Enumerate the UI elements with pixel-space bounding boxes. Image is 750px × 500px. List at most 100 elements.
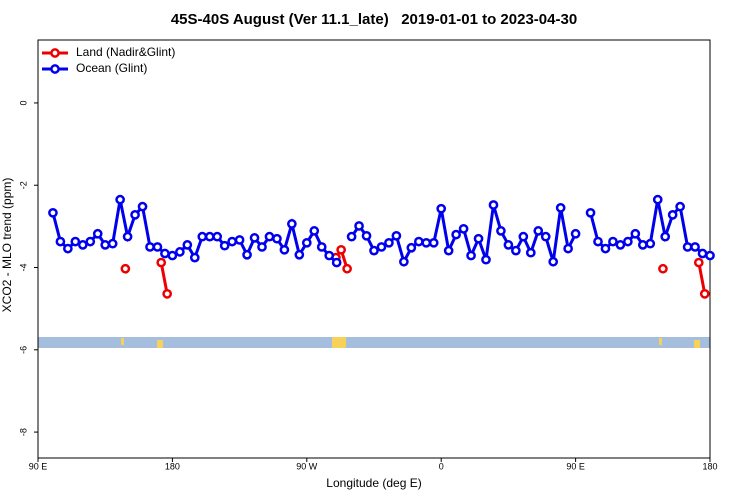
x-tick-label: 90 E (29, 461, 48, 471)
data-point (85, 236, 96, 247)
data-point (219, 240, 230, 251)
data-point (451, 229, 461, 240)
data-point (637, 240, 648, 250)
y-tick-label: -6 (18, 346, 28, 354)
data-point (600, 243, 611, 254)
legend-text: Land (Nadir&Glint) (76, 45, 175, 59)
data-point (100, 240, 111, 250)
data-point (212, 231, 223, 242)
data-point (120, 263, 131, 274)
y-tick-label: 0 (18, 100, 28, 105)
plot-frame (37, 39, 711, 459)
series-line (159, 262, 169, 295)
data-point (391, 230, 402, 241)
data-point (122, 231, 133, 242)
data-point (130, 210, 140, 220)
data-point (645, 238, 656, 249)
data-point (272, 233, 282, 244)
legend-text: Ocean (Glint) (76, 61, 147, 75)
data-point (384, 237, 394, 248)
data-point (570, 228, 581, 239)
series-line (697, 262, 707, 295)
data-point (361, 230, 372, 241)
data-point (156, 257, 167, 268)
data-point (354, 221, 364, 231)
data-point (690, 242, 700, 252)
data-point (115, 194, 125, 205)
x-tick-label: 90 W (296, 461, 318, 471)
x-axis-label: Longitude (deg E) (326, 476, 421, 490)
x-tick-label: 90 E (566, 461, 585, 471)
data-point (615, 240, 626, 250)
data-point (503, 240, 514, 250)
data-point (279, 244, 290, 255)
x-tick-label: 180 (702, 461, 717, 471)
x-tick-label: 180 (165, 461, 180, 471)
legend-marker (50, 48, 60, 58)
data-point (189, 252, 200, 263)
data-point (145, 242, 155, 252)
data-point (660, 231, 671, 242)
data-point (511, 245, 521, 256)
data-point (264, 231, 275, 242)
data-point (473, 233, 484, 244)
data-point (175, 247, 185, 257)
ocean-strip (38, 337, 710, 348)
data-point (342, 263, 352, 274)
data-point (563, 243, 573, 254)
data-point (107, 238, 118, 249)
data-point (287, 219, 297, 229)
data-point (77, 240, 88, 250)
data-point (481, 254, 491, 265)
data-point (623, 236, 633, 247)
data-point (242, 249, 252, 260)
data-point (488, 200, 499, 210)
land-patch (157, 340, 163, 348)
data-point (227, 236, 237, 247)
data-point (406, 242, 417, 253)
y-tick-label: -4 (18, 264, 28, 272)
data-point (540, 231, 551, 242)
data-point (555, 203, 566, 213)
data-point (466, 250, 476, 261)
data-point (436, 203, 447, 214)
data-point (443, 245, 454, 256)
data-point (458, 223, 469, 234)
data-point (693, 257, 704, 268)
data-point (162, 288, 173, 299)
data-point (376, 242, 387, 252)
data-point (658, 263, 668, 274)
data-point (160, 248, 170, 259)
data-point (92, 228, 103, 239)
data-point (699, 288, 710, 299)
data-point (593, 236, 603, 247)
data-point (70, 236, 81, 247)
data-point (682, 242, 693, 252)
data-point (55, 236, 66, 247)
data-point (413, 236, 424, 247)
data-point (182, 240, 193, 250)
data-point (167, 250, 178, 261)
data-point (667, 210, 678, 220)
data-point (234, 235, 245, 245)
data-point (585, 207, 596, 218)
data-point (48, 207, 58, 218)
land-patch (121, 338, 124, 345)
data-point (533, 226, 544, 236)
data-point (324, 250, 335, 261)
data-point (652, 194, 663, 205)
data-point (294, 249, 305, 260)
data-point (204, 231, 215, 242)
data-point (421, 237, 432, 248)
y-tick-label: -2 (18, 181, 28, 189)
data-point (331, 257, 342, 268)
data-point (525, 247, 536, 258)
data-point (309, 226, 320, 236)
data-point (301, 237, 312, 248)
data-point (496, 226, 506, 236)
land-patch (332, 337, 346, 348)
data-point (152, 242, 163, 252)
chart-title: 45S-40S August (Ver 11.1_late) 2019-01-0… (171, 11, 577, 28)
data-point (608, 236, 618, 247)
